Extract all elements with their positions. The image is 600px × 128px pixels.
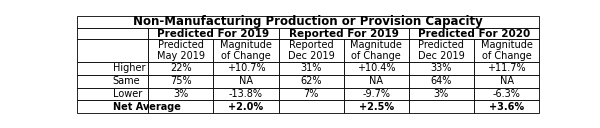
Text: -6.3%: -6.3%	[493, 89, 520, 99]
Bar	[409, 100, 474, 113]
Text: -9.7%: -9.7%	[362, 89, 390, 99]
Text: +11.7%: +11.7%	[487, 63, 526, 73]
Bar	[278, 39, 344, 62]
Bar	[77, 62, 148, 75]
Bar	[278, 100, 344, 113]
Bar	[148, 28, 278, 39]
Bar	[409, 88, 474, 100]
Text: Higher: Higher	[113, 63, 145, 73]
Bar	[344, 100, 409, 113]
Text: Magnitude
of Change: Magnitude of Change	[350, 40, 402, 61]
Text: Net Average: Net Average	[113, 102, 181, 112]
Text: -13.8%: -13.8%	[229, 89, 263, 99]
Text: +2.5%: +2.5%	[359, 102, 394, 112]
Bar	[278, 28, 409, 39]
Text: 62%: 62%	[301, 76, 322, 86]
Text: 3%: 3%	[173, 89, 188, 99]
Bar	[409, 28, 539, 39]
Text: NA: NA	[369, 76, 383, 86]
Bar	[344, 75, 409, 88]
Bar	[278, 88, 344, 100]
Bar	[148, 75, 214, 88]
Bar	[214, 75, 278, 88]
Text: +2.0%: +2.0%	[229, 102, 263, 112]
Bar	[148, 39, 214, 62]
Bar	[148, 88, 214, 100]
Text: Reported For 2019: Reported For 2019	[289, 29, 398, 39]
Bar	[214, 88, 278, 100]
Bar	[77, 28, 148, 39]
Bar	[148, 62, 214, 75]
Bar	[214, 62, 278, 75]
Bar	[474, 88, 539, 100]
Bar	[474, 100, 539, 113]
Text: Reported
Dec 2019: Reported Dec 2019	[288, 40, 334, 61]
Text: Magnitude
of Change: Magnitude of Change	[481, 40, 532, 61]
Bar	[77, 100, 148, 113]
Bar	[344, 39, 409, 62]
Text: 75%: 75%	[170, 76, 191, 86]
Bar	[214, 100, 278, 113]
Text: 31%: 31%	[301, 63, 322, 73]
Bar	[344, 88, 409, 100]
Bar	[77, 16, 539, 28]
Bar	[409, 75, 474, 88]
Bar	[77, 75, 148, 88]
Text: Predicted
Dec 2019: Predicted Dec 2019	[418, 40, 465, 61]
Text: 64%: 64%	[431, 76, 452, 86]
Bar	[409, 39, 474, 62]
Text: +3.6%: +3.6%	[489, 102, 524, 112]
Bar	[409, 62, 474, 75]
Bar	[214, 39, 278, 62]
Text: Predicted For 2020: Predicted For 2020	[418, 29, 530, 39]
Text: 22%: 22%	[170, 63, 191, 73]
Text: NA: NA	[500, 76, 514, 86]
Text: +10.4%: +10.4%	[357, 63, 395, 73]
Bar	[278, 62, 344, 75]
Text: Predicted For 2019: Predicted For 2019	[157, 29, 269, 39]
Bar	[77, 39, 148, 62]
Text: Same: Same	[113, 76, 140, 86]
Bar	[474, 75, 539, 88]
Bar	[474, 62, 539, 75]
Text: 7%: 7%	[304, 89, 319, 99]
Bar	[344, 62, 409, 75]
Text: +10.7%: +10.7%	[227, 63, 265, 73]
Text: 3%: 3%	[434, 89, 449, 99]
Bar	[77, 88, 148, 100]
Bar	[148, 100, 214, 113]
Text: Lower: Lower	[113, 89, 142, 99]
Text: 33%: 33%	[431, 63, 452, 73]
Text: Predicted
May 2019: Predicted May 2019	[157, 40, 205, 61]
Bar	[278, 75, 344, 88]
Text: Magnitude
of Change: Magnitude of Change	[220, 40, 272, 61]
Text: NA: NA	[239, 76, 253, 86]
Bar	[474, 39, 539, 62]
Text: Non-Manufacturing Production or Provision Capacity: Non-Manufacturing Production or Provisio…	[133, 15, 483, 28]
